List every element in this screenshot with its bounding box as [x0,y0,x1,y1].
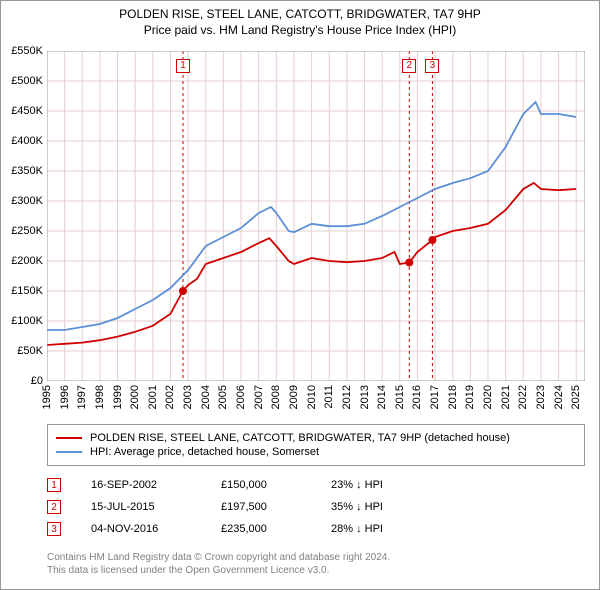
x-tick-label: 2010 [306,385,318,409]
footer-line-2: This data is licensed under the Open Gov… [47,564,585,577]
x-tick-label: 2012 [341,385,353,409]
marker-price: £150,000 [221,479,301,491]
marker-delta: 28% ↓ HPI [331,523,451,535]
marker-delta: 23% ↓ HPI [331,479,451,491]
title-sub: Price paid vs. HM Land Registry's House … [1,23,599,37]
marker-num: 3 [47,522,61,536]
x-tick-label: 2000 [129,385,141,409]
marker-box-1: 1 [176,59,190,73]
legend-label-hpi: HPI: Average price, detached house, Some… [90,446,319,458]
legend-swatch-hpi [56,451,82,453]
x-tick-label: 2021 [500,385,512,409]
marker-date: 04-NOV-2016 [91,523,191,535]
x-tick-label: 2024 [553,385,565,409]
x-tick-label: 2023 [535,385,547,409]
marker-row: 3 04-NOV-2016 £235,000 28% ↓ HPI [47,518,585,540]
x-tick-label: 2004 [200,385,212,409]
x-tick-label: 1996 [59,385,71,409]
x-tick-label: 2016 [411,385,423,409]
x-tick-label: 2022 [517,385,529,409]
y-tick-label: £450K [11,105,43,117]
marker-num: 2 [47,500,61,514]
marker-box-3: 3 [425,59,439,73]
y-tick-label: £150K [11,285,43,297]
x-tick-label: 2020 [482,385,494,409]
legend-row-hpi: HPI: Average price, detached house, Some… [56,446,576,458]
y-tick-label: £500K [11,75,43,87]
x-tick-label: 1998 [94,385,106,409]
y-tick-label: £50K [17,345,43,357]
titles: POLDEN RISE, STEEL LANE, CATCOTT, BRIDGW… [1,1,599,37]
x-tick-label: 2007 [253,385,265,409]
x-tick-label: 2008 [270,385,282,409]
x-tick-label: 2014 [376,385,388,409]
marker-delta: 35% ↓ HPI [331,501,451,513]
marker-table: 1 16-SEP-2002 £150,000 23% ↓ HPI 2 15-JUL-201… [47,474,585,540]
marker-box-2: 2 [402,59,416,73]
marker-date: 15-JUL-2015 [91,501,191,513]
x-tick-label: 1995 [41,385,53,409]
x-tick-label: 2025 [570,385,582,409]
x-tick-label: 2001 [147,385,159,409]
x-tick-label: 1997 [76,385,88,409]
footer-line-1: Contains HM Land Registry data © Crown c… [47,551,585,564]
legend-row-property: POLDEN RISE, STEEL LANE, CATCOTT, BRIDGW… [56,432,576,444]
x-tick-label: 2019 [464,385,476,409]
x-tick-label: 2018 [447,385,459,409]
x-tick-label: 2017 [429,385,441,409]
y-tick-label: £100K [11,315,43,327]
x-tick-label: 2003 [182,385,194,409]
x-tick-label: 2015 [394,385,406,409]
chart-frame: POLDEN RISE, STEEL LANE, CATCOTT, BRIDGW… [0,0,600,590]
legend-label-property: POLDEN RISE, STEEL LANE, CATCOTT, BRIDGW… [90,432,510,444]
legend: POLDEN RISE, STEEL LANE, CATCOTT, BRIDGW… [47,424,585,466]
x-tick-label: 2011 [323,385,335,409]
chart-svg [47,51,585,381]
title-main: POLDEN RISE, STEEL LANE, CATCOTT, BRIDGW… [1,7,599,21]
plot-area: £0£50K£100K£150K£200K£250K£300K£350K£400… [47,51,585,381]
x-tick-label: 2006 [235,385,247,409]
footer: Contains HM Land Registry data © Crown c… [47,551,585,577]
y-tick-label: £550K [11,45,43,57]
legend-swatch-property [56,437,82,439]
x-tick-label: 2002 [164,385,176,409]
marker-row: 2 15-JUL-2015 £197,500 35% ↓ HPI [47,496,585,518]
x-tick-label: 2009 [288,385,300,409]
x-tick-label: 2005 [217,385,229,409]
marker-price: £235,000 [221,523,301,535]
x-tick-label: 1999 [112,385,124,409]
x-tick-label: 2013 [359,385,371,409]
marker-date: 16-SEP-2002 [91,479,191,491]
marker-row: 1 16-SEP-2002 £150,000 23% ↓ HPI [47,474,585,496]
y-tick-label: £400K [11,135,43,147]
y-tick-label: £300K [11,195,43,207]
marker-price: £197,500 [221,501,301,513]
y-tick-label: £200K [11,255,43,267]
marker-num: 1 [47,478,61,492]
y-tick-label: £350K [11,165,43,177]
y-tick-label: £250K [11,225,43,237]
